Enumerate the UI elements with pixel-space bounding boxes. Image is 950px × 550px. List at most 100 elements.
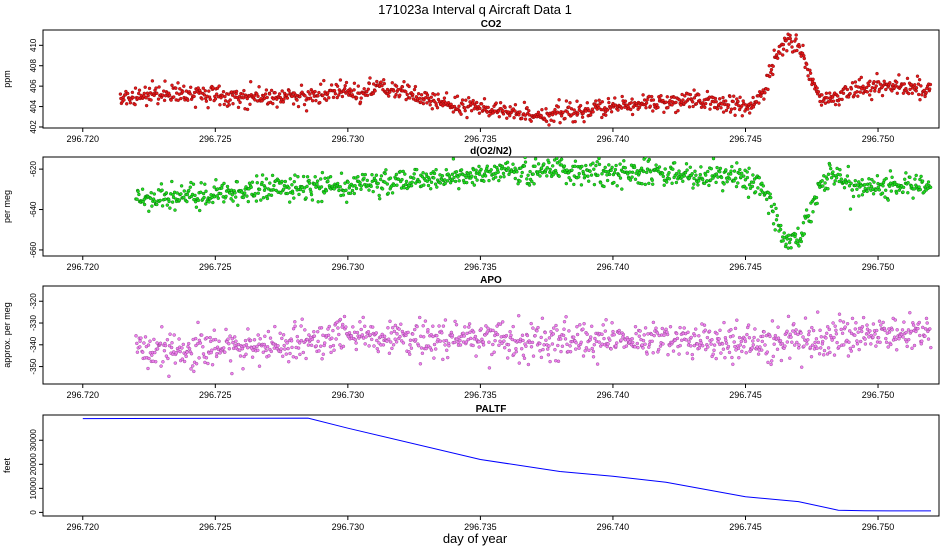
apo-point xyxy=(851,344,855,349)
d-o2-n2-point xyxy=(194,205,199,209)
apo-point xyxy=(293,324,297,328)
co2-point xyxy=(607,100,611,105)
d-o2-n2-point xyxy=(235,180,240,184)
d-o2-n2-point xyxy=(489,168,493,172)
apo-point xyxy=(715,332,719,336)
d-o2-n2-point xyxy=(214,178,218,182)
apo-point xyxy=(929,345,933,350)
co2-point xyxy=(597,106,601,110)
co2-point xyxy=(868,93,872,97)
apo-point xyxy=(399,322,403,326)
co2-point xyxy=(295,98,299,102)
d-o2-n2-point xyxy=(610,165,614,170)
co2-panel-title: CO2 xyxy=(481,19,502,30)
apo-point xyxy=(393,323,398,328)
apo-point xyxy=(854,321,858,325)
d-o2-n2-point xyxy=(332,187,336,191)
co2-point xyxy=(677,98,682,102)
d-o2-n2-point xyxy=(320,170,325,175)
apo-point xyxy=(552,326,556,330)
apo-point xyxy=(907,337,911,342)
co2-point xyxy=(557,98,561,102)
d-o2-n2-point xyxy=(798,236,803,241)
apo-point xyxy=(531,326,535,330)
d-o2-n2-point xyxy=(350,188,355,193)
co2-point xyxy=(792,30,795,31)
apo-point xyxy=(908,311,912,315)
apo-point xyxy=(702,323,707,327)
d-o2-n2-point xyxy=(801,220,806,225)
apo-point xyxy=(414,338,418,342)
apo-point xyxy=(608,338,612,342)
d-o2-n2-point xyxy=(714,172,719,176)
co2-point xyxy=(776,56,780,60)
co2-point xyxy=(768,74,772,79)
co2-point xyxy=(888,80,892,85)
co2-point xyxy=(310,98,315,103)
apo-point xyxy=(166,356,170,361)
d-o2-n2-point xyxy=(732,169,737,173)
apo-point xyxy=(359,327,363,332)
apo-point xyxy=(394,340,399,344)
co2-point xyxy=(790,45,794,49)
d-o2-n2-point xyxy=(292,196,296,200)
apo-point xyxy=(529,345,534,349)
co2-point xyxy=(125,91,130,96)
apo-point xyxy=(147,356,151,361)
d-o2-n2-point xyxy=(806,213,811,218)
apo-point xyxy=(747,336,752,340)
apo-point xyxy=(564,315,568,319)
apo-point xyxy=(408,352,412,356)
d-o2-n2-point xyxy=(233,195,238,199)
apo-point xyxy=(514,347,518,351)
co2-point xyxy=(729,107,734,111)
d-o2-n2-point xyxy=(903,177,907,182)
d-o2-n2-point xyxy=(228,191,232,195)
d-o2-n2-point xyxy=(643,182,647,187)
apo-point xyxy=(479,327,483,331)
co2-point xyxy=(918,97,922,102)
d-o2-n2-point xyxy=(607,163,611,167)
d-o2-n2-point xyxy=(152,192,157,196)
d-o2-n2-point xyxy=(527,183,532,187)
apo-point xyxy=(490,352,494,357)
apo-point xyxy=(694,327,698,331)
d-o2-n2-point xyxy=(516,181,520,186)
apo-point xyxy=(817,352,822,356)
apo-point xyxy=(244,352,248,356)
apo-point xyxy=(833,324,837,328)
apo-point xyxy=(647,342,652,347)
co2-point xyxy=(704,101,708,106)
d-o2-n2-point xyxy=(562,164,567,168)
apo-point xyxy=(729,328,733,332)
apo-point xyxy=(751,339,755,343)
co2-point xyxy=(375,79,379,84)
d-o2-n2-point xyxy=(845,174,850,178)
d-o2-n2-point xyxy=(383,171,387,176)
co2-series xyxy=(118,30,933,127)
apo-point xyxy=(853,327,857,331)
d-o2-n2-point xyxy=(677,169,681,173)
co2-point xyxy=(436,92,440,96)
co2-point xyxy=(600,115,604,120)
d-o2-n2-point xyxy=(432,171,437,176)
apo-point xyxy=(921,325,925,330)
apo-x-tick-label: 296.720 xyxy=(66,390,99,400)
apo-point xyxy=(838,319,842,323)
d-o2-n2-point xyxy=(855,187,859,192)
co2-point xyxy=(405,92,409,97)
apo-point xyxy=(875,328,879,333)
d-o2-n2-point xyxy=(385,182,389,186)
apo-point xyxy=(912,343,917,348)
d-o2-n2-point xyxy=(255,180,259,185)
apo-point xyxy=(559,337,563,341)
d-o2-n2-point xyxy=(735,161,739,165)
d-o2-n2-point xyxy=(165,203,170,207)
apo-point xyxy=(465,331,469,336)
d-o2-n2-point xyxy=(500,164,505,169)
d-o2-n2-point xyxy=(551,164,555,168)
apo-point xyxy=(678,343,682,348)
d-o2-n2-point xyxy=(315,179,320,183)
co2-point xyxy=(460,98,465,102)
co2-point xyxy=(522,100,527,105)
